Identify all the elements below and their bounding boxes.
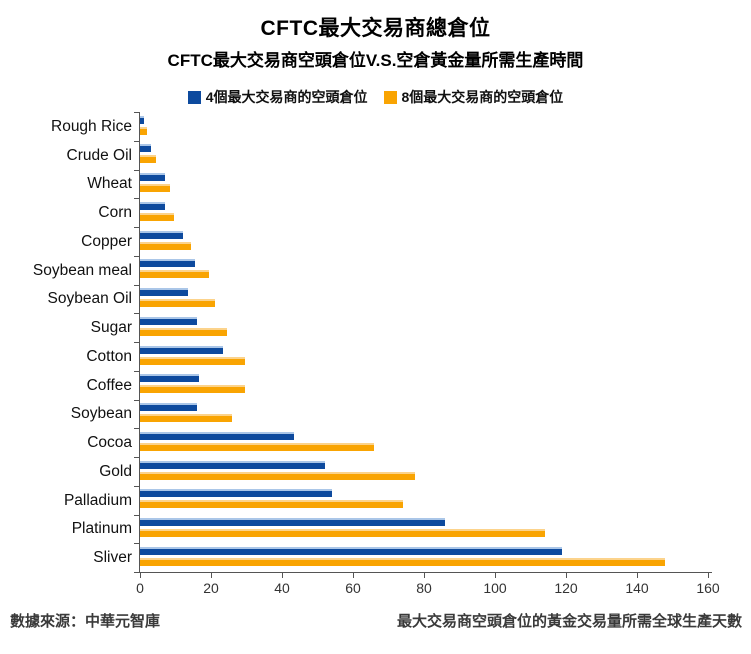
y-tick <box>134 256 140 257</box>
x-axis-note: 最大交易商空頭倉位的黃金交易量所需全球生產天數 <box>396 613 742 630</box>
x-tick-label: 20 <box>203 580 219 596</box>
y-tick <box>134 342 140 343</box>
x-axis-line <box>135 572 712 573</box>
category-label: Cotton <box>86 348 132 365</box>
y-tick <box>134 285 140 286</box>
x-tick <box>566 572 567 578</box>
bar-orange-copper <box>140 242 192 250</box>
x-tick-label: 40 <box>274 580 290 596</box>
category-label: Gold <box>99 463 132 480</box>
x-tick <box>495 572 496 578</box>
x-tick <box>637 572 638 578</box>
legend-item-blue: 4個最大交易商的空頭倉位 <box>187 87 368 107</box>
y-tick <box>134 141 140 142</box>
category-label: Platinum <box>71 520 132 537</box>
bar-orange-coffee <box>140 385 245 393</box>
bar-orange-sliver <box>140 558 666 566</box>
category-label: Corn <box>98 204 132 221</box>
bar-blue-soybean <box>140 403 197 411</box>
y-tick <box>134 486 140 487</box>
x-tick <box>708 572 709 578</box>
y-tick <box>134 371 140 372</box>
bar-orange-crude-oil <box>140 155 156 163</box>
bar-blue-corn <box>140 202 165 210</box>
category-label: Wheat <box>87 175 132 192</box>
x-tick <box>424 572 425 578</box>
bar-blue-rough-rice <box>140 116 144 124</box>
bar-orange-soybean <box>140 414 233 422</box>
y-tick <box>134 572 140 573</box>
bar-blue-crude-oil <box>140 144 151 152</box>
bar-blue-soybean-meal <box>140 259 196 267</box>
y-tick <box>134 400 140 401</box>
category-label: Sliver <box>93 549 132 566</box>
bar-blue-coffee <box>140 374 199 382</box>
bar-orange-gold <box>140 472 416 480</box>
x-tick-label: 0 <box>136 580 144 596</box>
category-label: Palladium <box>63 492 132 509</box>
chart-title: CFTC最大交易商總倉位 <box>260 17 491 40</box>
legend-swatch-blue <box>187 90 201 104</box>
y-tick <box>134 428 140 429</box>
bar-blue-gold <box>140 461 325 469</box>
x-tick <box>282 572 283 578</box>
legend-item-orange: 8個最大交易商的空頭倉位 <box>383 87 564 107</box>
category-label: Sugar <box>90 319 132 336</box>
y-tick <box>134 198 140 199</box>
y-tick <box>134 313 140 314</box>
bar-blue-soybean-oil <box>140 288 188 296</box>
bar-orange-wheat <box>140 184 171 192</box>
bar-orange-sugar <box>140 328 227 336</box>
bar-orange-soybean-meal <box>140 270 210 278</box>
legend-swatch-orange <box>383 90 397 104</box>
x-tick-label: 100 <box>483 580 507 596</box>
category-label: Cocoa <box>87 434 132 451</box>
y-tick <box>134 543 140 544</box>
x-tick-label: 160 <box>696 580 720 596</box>
x-tick-label: 80 <box>416 580 432 596</box>
data-source-note: 數據來源：中華元智庫 <box>10 613 161 630</box>
bar-orange-corn <box>140 213 174 221</box>
chart-legend: 4個最大交易商的空頭倉位 8個最大交易商的空頭倉位 <box>0 88 751 106</box>
bar-orange-soybean-oil <box>140 299 215 307</box>
bar-blue-sliver <box>140 547 563 555</box>
y-tick <box>134 170 140 171</box>
category-label: Coffee <box>86 377 132 394</box>
chart-subtitle: CFTC最大交易商空頭倉位V.S.空倉黃金量所需生產時間 <box>167 51 584 70</box>
bar-blue-cocoa <box>140 432 295 440</box>
x-tick-label: 120 <box>554 580 578 596</box>
category-label: Rough Rice <box>51 118 132 135</box>
category-label: Soybean Oil <box>47 290 132 307</box>
category-label: Copper <box>81 233 132 250</box>
bar-orange-cotton <box>140 357 245 365</box>
y-tick <box>134 457 140 458</box>
bar-orange-platinum <box>140 529 545 537</box>
x-tick <box>140 572 141 578</box>
bar-blue-cotton <box>140 346 224 354</box>
bar-orange-rough-rice <box>140 127 148 135</box>
x-tick-label: 60 <box>345 580 361 596</box>
x-tick <box>353 572 354 578</box>
x-tick <box>211 572 212 578</box>
x-tick-label: 140 <box>625 580 649 596</box>
y-tick <box>134 112 140 113</box>
y-tick <box>134 227 140 228</box>
legend-label-blue: 4個最大交易商的空頭倉位 <box>205 89 368 105</box>
bar-blue-copper <box>140 231 183 239</box>
category-label: Crude Oil <box>66 147 132 164</box>
bar-blue-wheat <box>140 173 165 181</box>
y-tick <box>134 515 140 516</box>
category-label: Soybean <box>70 405 132 422</box>
bar-blue-palladium <box>140 489 332 497</box>
category-label: Soybean meal <box>32 262 132 279</box>
bar-blue-sugar <box>140 317 197 325</box>
bar-orange-cocoa <box>140 443 375 451</box>
legend-label-orange: 8個最大交易商的空頭倉位 <box>401 89 564 105</box>
bar-orange-palladium <box>140 500 403 508</box>
bar-blue-platinum <box>140 518 446 526</box>
